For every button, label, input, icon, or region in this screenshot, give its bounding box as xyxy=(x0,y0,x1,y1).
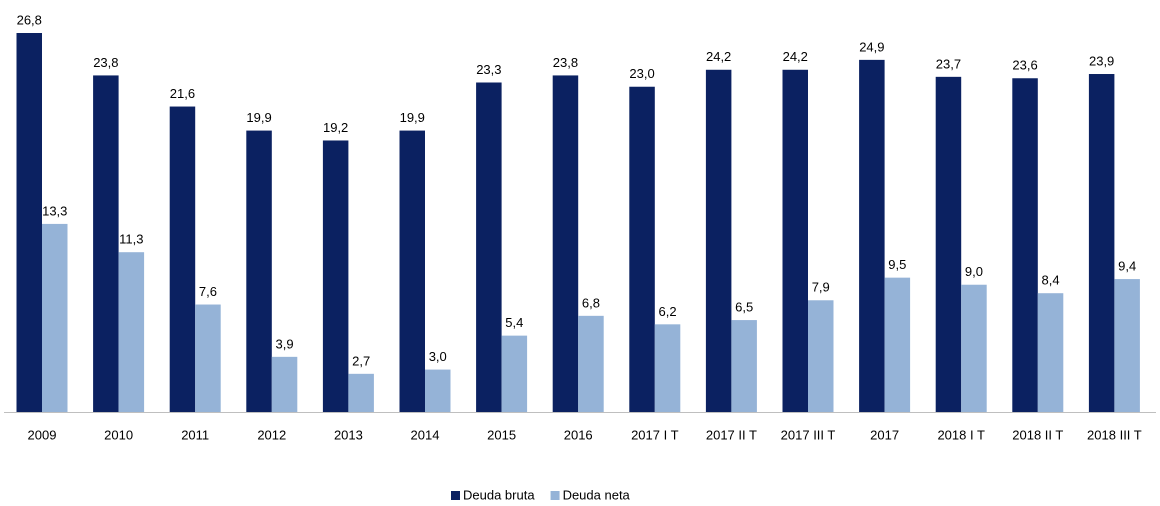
x-tick-label: 2018 I T xyxy=(937,427,985,442)
data-label: 19,2 xyxy=(323,120,348,135)
data-label: 24,2 xyxy=(706,49,731,64)
bar xyxy=(629,86,655,413)
data-label: 13,3 xyxy=(42,203,67,218)
data-label: 3,0 xyxy=(429,349,447,364)
legend-swatch xyxy=(550,491,560,500)
legend-label: Deuda neta xyxy=(563,487,631,502)
x-tick-label: 2018 III T xyxy=(1087,427,1142,442)
data-label: 6,5 xyxy=(735,300,753,315)
bar xyxy=(118,252,145,412)
x-tick-label: 2011 xyxy=(181,427,209,442)
bar xyxy=(705,69,732,413)
data-label: 11,3 xyxy=(119,232,143,247)
data-label: 23,9 xyxy=(1089,53,1114,68)
bar xyxy=(501,335,528,412)
data-label: 24,9 xyxy=(859,39,884,54)
x-tick-label: 2013 xyxy=(334,427,363,442)
x-tick-label: 2010 xyxy=(104,427,133,442)
x-tick-label: 2015 xyxy=(487,427,516,442)
bar xyxy=(1088,74,1115,412)
data-label: 2,7 xyxy=(352,353,370,368)
data-label: 7,6 xyxy=(199,284,217,299)
x-tick-label: 2017 I T xyxy=(631,427,679,442)
bar xyxy=(1012,78,1038,413)
bar xyxy=(1037,293,1064,412)
x-tick-label: 2017 II T xyxy=(706,427,757,442)
data-label: 24,2 xyxy=(783,49,808,64)
bar xyxy=(884,277,911,412)
bar xyxy=(425,369,451,412)
bar xyxy=(322,140,349,413)
data-label: 8,4 xyxy=(1042,273,1060,288)
data-label: 26,8 xyxy=(17,12,42,27)
bar xyxy=(169,106,196,412)
legend-swatch xyxy=(451,491,460,500)
bar xyxy=(348,373,374,412)
data-label: 19,9 xyxy=(246,110,271,125)
data-label: 23,3 xyxy=(476,62,501,77)
data-label: 6,8 xyxy=(582,295,600,310)
data-label: 9,0 xyxy=(965,264,983,279)
data-label: 21,6 xyxy=(170,86,195,101)
data-label: 23,7 xyxy=(936,56,961,71)
data-label: 9,5 xyxy=(888,257,906,272)
bar xyxy=(195,304,221,412)
x-tick-label: 2017 xyxy=(870,427,899,442)
bar xyxy=(476,82,502,412)
bar xyxy=(654,324,681,412)
bar xyxy=(731,320,757,412)
bar xyxy=(399,130,425,412)
bar xyxy=(808,300,834,412)
data-label: 7,9 xyxy=(812,280,830,295)
data-label: 3,9 xyxy=(276,336,294,351)
legend-label: Deuda bruta xyxy=(463,487,535,502)
data-label: 23,8 xyxy=(553,55,578,70)
bar xyxy=(961,284,987,412)
data-label: 23,0 xyxy=(629,66,654,81)
data-label: 23,6 xyxy=(1012,58,1037,73)
x-tick-label: 2016 xyxy=(564,427,593,442)
x-tick-label: 2014 xyxy=(411,427,440,442)
bar xyxy=(552,75,579,412)
bar xyxy=(1114,279,1140,412)
x-tick-label: 2009 xyxy=(28,427,57,442)
data-label: 23,8 xyxy=(93,55,118,70)
bar xyxy=(578,315,604,412)
x-tick-label: 2017 III T xyxy=(781,427,836,442)
bar xyxy=(16,33,42,412)
bar xyxy=(935,76,962,413)
data-label: 19,9 xyxy=(400,110,425,125)
x-tick-label: 2012 xyxy=(257,427,286,442)
data-label: 5,4 xyxy=(505,315,523,330)
bar xyxy=(782,69,808,413)
bar xyxy=(42,223,68,412)
bar xyxy=(859,59,885,412)
bar xyxy=(271,356,298,412)
bar xyxy=(93,75,119,412)
data-label: 6,2 xyxy=(659,304,677,319)
data-label: 9,4 xyxy=(1118,259,1136,274)
x-tick-label: 2018 II T xyxy=(1012,427,1063,442)
bar xyxy=(246,130,272,412)
